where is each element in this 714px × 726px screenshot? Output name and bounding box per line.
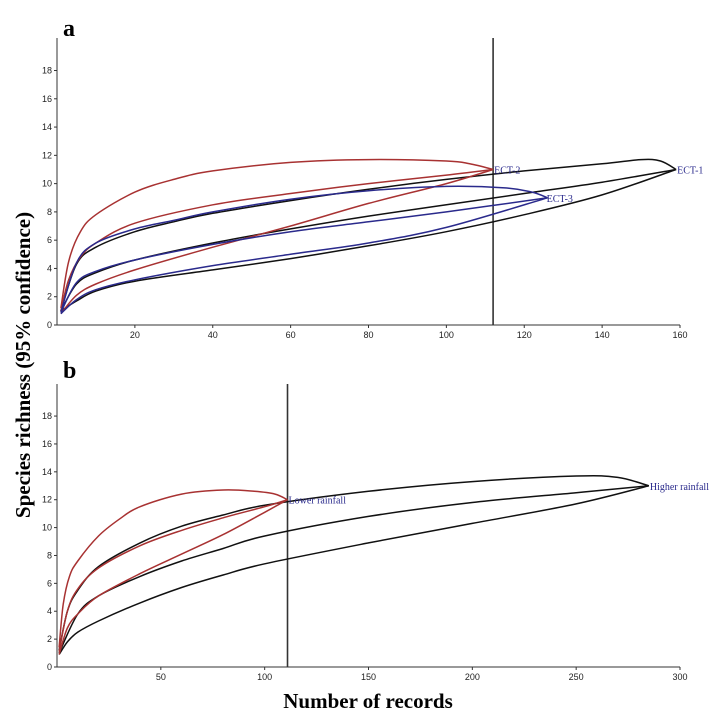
x-tick-label: 200	[465, 672, 480, 682]
y-tick-label: 8	[47, 207, 52, 217]
panel-b-plot: 0 2 4 6 8 10 12 14 16 18 50 100 150 200 250 300 Higher r…	[42, 384, 709, 682]
lower-rainfall-lower-curve	[58, 499, 288, 655]
x-tick-label: 250	[569, 672, 584, 682]
ect-2-lower-curve	[60, 168, 494, 315]
y-tick-label: 16	[42, 439, 52, 449]
panel-a-letter: a	[63, 16, 75, 42]
x-tick-label: 140	[595, 330, 610, 340]
y-axis-title: Species richness (95% confidence)	[11, 212, 35, 518]
ect-1-mean-curve	[60, 168, 677, 312]
higher-rainfall-lower-curve	[58, 485, 650, 655]
x-tick-label: 100	[439, 330, 454, 340]
y-tick-label: 6	[47, 235, 52, 245]
x-tick-label: 160	[672, 330, 687, 340]
y-tick-label: 10	[42, 523, 52, 533]
y-tick-label: 10	[42, 179, 52, 189]
ect-3-lower-curve	[60, 197, 548, 315]
x-axis-title: Number of records	[283, 689, 453, 713]
panel-b-letter: b	[63, 358, 76, 384]
x-tick-label: 150	[361, 672, 376, 682]
y-tick-label: 12	[42, 150, 52, 160]
lower-rainfall-upper-curve	[58, 489, 288, 648]
x-tick-label: 20	[130, 330, 140, 340]
y-tick-label: 2	[47, 292, 52, 302]
y-tick-label: 2	[47, 634, 52, 644]
y-tick-label: 18	[42, 411, 52, 421]
ect-3-label: ECT-3	[547, 194, 573, 205]
ect-1-upper-curve	[60, 158, 677, 312]
y-tick-label: 16	[42, 94, 52, 104]
ect-2-upper-curve	[60, 158, 494, 309]
y-tick-label: 14	[42, 467, 52, 477]
ect-3-upper-curve	[60, 185, 548, 313]
y-tick-label: 0	[47, 320, 52, 330]
y-tick-label: 12	[42, 495, 52, 505]
ect-1-label: ECT-1	[677, 165, 703, 176]
x-tick-label: 50	[156, 672, 166, 682]
y-tick-label: 14	[42, 122, 52, 132]
lower-rainfall-label: Lower rainfall	[289, 496, 347, 507]
ect-2-mean-curve	[60, 168, 494, 312]
higher-rainfall-label: Higher rainfall	[650, 482, 709, 493]
x-tick-label: 60	[286, 330, 296, 340]
higher-rainfall-upper-curve	[58, 474, 650, 651]
y-tick-label: 18	[42, 66, 52, 76]
x-tick-label: 120	[517, 330, 532, 340]
x-tick-label: 80	[363, 330, 373, 340]
y-tick-label: 4	[47, 606, 52, 616]
x-tick-label: 300	[672, 672, 687, 682]
ect-1-lower-curve	[60, 168, 677, 312]
x-tick-label: 100	[257, 672, 272, 682]
y-tick-label: 0	[47, 662, 52, 672]
y-tick-label: 4	[47, 263, 52, 273]
ect-2-label: ECT-2	[494, 165, 520, 176]
y-tick-label: 8	[47, 550, 52, 560]
ect-3-mean-curve	[60, 197, 548, 313]
x-tick-label: 40	[208, 330, 218, 340]
y-tick-label: 6	[47, 578, 52, 588]
lower-rainfall-mean-curve	[58, 498, 288, 652]
panel-a-plot: 0 2 4 6 8 10 12 14 16 18 20 40 60 80 100 120 140 160 ECT-1…	[42, 38, 703, 340]
